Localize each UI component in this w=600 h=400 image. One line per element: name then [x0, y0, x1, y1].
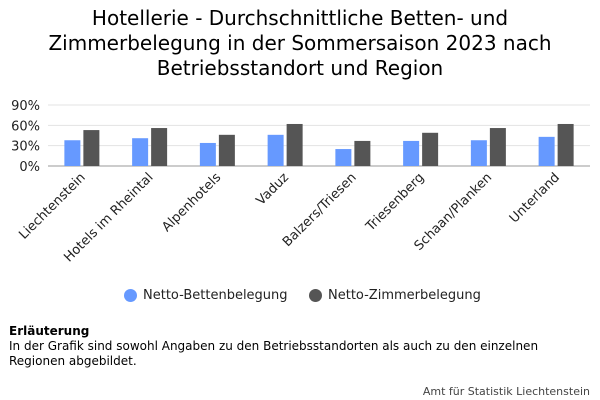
- chart-title-line-3: Betriebsstandort und Region: [156, 56, 444, 80]
- bar-zimmer: [83, 130, 100, 166]
- bar-betten: [538, 136, 555, 166]
- legend-item-betten[interactable]: Netto-Bettenbelegung: [124, 288, 288, 303]
- bar-zimmer: [489, 128, 506, 166]
- chart-title-line-1: Hotellerie - Durchschnittliche Betten- u…: [91, 6, 509, 30]
- y-tick-label: 90%: [11, 99, 40, 114]
- chart-title: Hotellerie - Durchschnittliche Betten- u…: [0, 6, 600, 81]
- explanation-note: Erläuterung In der Grafik sind sowohl An…: [9, 324, 594, 369]
- bar-zimmer: [557, 123, 574, 166]
- source-credit: Amt für Statistik Liechtenstein: [422, 385, 590, 398]
- y-tick-label: 60%: [11, 119, 40, 134]
- x-tick-label: Balzers/Triesen: [280, 170, 360, 250]
- bar-zimmer: [151, 128, 168, 166]
- x-tick-label: Alpenhotels: [159, 170, 224, 235]
- x-tick-label: Vaduz: [254, 170, 292, 208]
- legend-item-zimmer[interactable]: Netto-Zimmerbelegung: [309, 288, 481, 303]
- y-tick-label: 0%: [19, 160, 40, 175]
- x-tick-label: Unterland: [507, 170, 563, 226]
- bar-betten: [403, 140, 420, 166]
- bar-betten: [64, 140, 81, 166]
- explanation-title: Erläuterung: [9, 324, 90, 338]
- explanation-text: In der Grafik sind sowohl Angaben zu den…: [9, 339, 539, 368]
- x-tick-label: Triesenberg: [363, 170, 428, 235]
- bar-betten: [470, 140, 487, 166]
- bar-zimmer: [354, 140, 371, 166]
- x-tick-label: Liechtenstein: [16, 170, 88, 242]
- legend-marker-betten: [124, 289, 137, 302]
- bar-zimmer: [286, 123, 303, 166]
- legend-label-betten: Netto-Bettenbelegung: [143, 288, 288, 303]
- bar-betten: [335, 149, 352, 166]
- y-tick-label: 30%: [11, 140, 40, 155]
- bar-betten: [267, 134, 284, 166]
- bar-betten: [132, 138, 149, 166]
- bar-betten: [199, 142, 216, 166]
- legend-marker-zimmer: [309, 289, 322, 302]
- chart-title-line-2: Zimmerbelegung in der Sommersaison 2023 …: [48, 31, 552, 55]
- bar-zimmer: [422, 132, 439, 166]
- bar-zimmer: [218, 134, 235, 166]
- legend-label-zimmer: Netto-Zimmerbelegung: [328, 288, 481, 303]
